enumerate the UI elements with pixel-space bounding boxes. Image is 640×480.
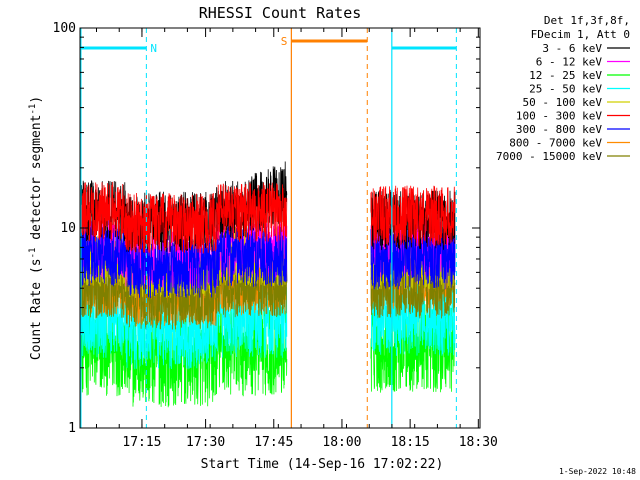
y-axis-ticks: 100 10 1 [53, 21, 480, 436]
mode-label-s: S [281, 35, 288, 48]
y-axis-label: Count Rate (s-1 detector segment-1) [28, 96, 44, 360]
series-line [79, 181, 288, 254]
legend-item-label: 300 - 800 keV [516, 123, 602, 136]
legend-item-label: 7000 - 15000 keV [496, 150, 602, 163]
x-tick-label: 17:30 [186, 435, 225, 450]
legend-item-label: 800 - 7000 keV [509, 137, 602, 150]
legend-item-label: 6 - 12 keV [536, 56, 603, 69]
series-line [370, 185, 456, 247]
x-tick-label: 17:45 [254, 435, 293, 450]
series-line [79, 226, 288, 299]
x-tick-label: 17:15 [122, 435, 161, 450]
y-tick-label: 10 [60, 221, 76, 236]
footer-date: 1-Sep-2022 10:48 [559, 467, 636, 476]
x-axis-ticks: 17:15 17:30 17:45 18:00 18:15 18:30 [96, 28, 498, 450]
legend-item-label: 100 - 300 keV [516, 110, 602, 123]
mode-label-n: N [150, 42, 157, 55]
legend-item-label: 50 - 100 keV [523, 96, 603, 109]
series-layer [79, 161, 456, 408]
legend: Det 1f,3f,8f, FDecim 1, Att 0 3 - 6 keV6… [496, 14, 630, 163]
y-tick-label: 100 [53, 21, 76, 36]
x-tick-label: 18:30 [459, 435, 498, 450]
legend-header-1: Det 1f,3f,8f, [544, 14, 630, 27]
legend-header-2: FDecim 1, Att 0 [531, 28, 630, 41]
legend-item-label: 12 - 25 keV [529, 69, 602, 82]
series-line [79, 257, 288, 330]
chart-title: RHESSI Count Rates [199, 4, 362, 22]
x-tick-label: 18:00 [322, 435, 361, 450]
legend-item-label: 25 - 50 keV [529, 83, 602, 96]
y-tick-label: 1 [68, 421, 76, 436]
x-axis-label: Start Time (14-Sep-16 17:02:22) [201, 457, 444, 472]
legend-item-label: 3 - 6 keV [542, 42, 602, 55]
x-tick-label: 18:15 [391, 435, 430, 450]
